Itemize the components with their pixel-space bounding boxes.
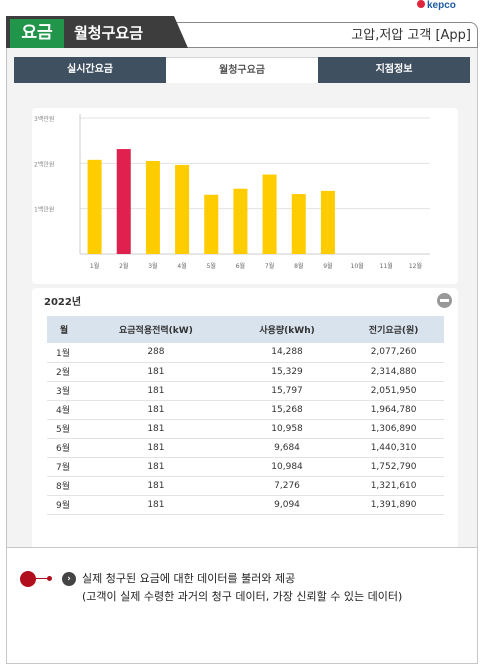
billing-table-card: 2022년 월 요금적용전력(kW) 사용량(kWh) 전기요금(원) 1월 28… [32, 288, 458, 547]
chart-bar [145, 160, 160, 254]
cell-month: 6월 [47, 438, 81, 458]
table-header-row: 월 요금적용전력(kW) 사용량(kWh) 전기요금(원) [47, 316, 444, 343]
x-tick-label: 3월 [148, 262, 157, 270]
chart-bar [320, 190, 335, 254]
cell-power: 181 [81, 476, 231, 496]
cell-charge: 2,051,950 [343, 381, 444, 401]
pointer-arrow-icon [36, 576, 52, 581]
logo-text: kepco [427, 0, 456, 11]
table-row: 7월 181 10,984 1,752,790 [47, 457, 444, 477]
x-tick-label: 9월 [323, 262, 332, 270]
chart-bar [87, 159, 102, 254]
tab-bar: 실시간요금 월청구요금 지점정보 [14, 57, 470, 83]
page-title: 월청구요금 [74, 24, 144, 42]
x-tick-label: 12월 [409, 262, 422, 270]
year-label: 2022년 [44, 297, 82, 308]
tab-realtime[interactable]: 실시간요금 [14, 57, 166, 83]
cell-month: 3월 [47, 381, 81, 401]
chart-bar [233, 188, 248, 254]
kepco-logo: kepco [417, 0, 479, 11]
chart-card: 1백만원 2백만원 3백만원 1월 2월 3월 4월 5월 6월 7월 8월 9월 10월 11월 12월 [32, 108, 458, 284]
cell-power: 181 [81, 362, 231, 382]
x-tick-label: 2월 [119, 262, 128, 270]
cell-usage: 7,276 [230, 476, 344, 496]
pin-icon [20, 571, 36, 587]
customer-type-label: 고압,저압 고객 [App] [351, 28, 471, 43]
col-charge: 전기요금(원) [343, 316, 444, 343]
cell-month: 5월 [47, 419, 81, 439]
table-row: 5월 181 10,958 1,306,890 [47, 419, 444, 439]
app-panel: 실시간요금 월청구요금 지점정보 1백만원 2백만원 3백만원 1월 2월 3월 4월 5월 6… [6, 48, 478, 548]
table-row: 8월 181 7,276 1,321,610 [47, 476, 444, 496]
y-tick-label: 2백만원 [34, 160, 54, 168]
description-box [6, 548, 478, 664]
cell-month: 8월 [47, 476, 81, 496]
chart-bar [291, 194, 306, 254]
x-tick-label: 7월 [265, 262, 274, 270]
cell-power: 181 [81, 457, 231, 477]
table-row: 2월 181 15,329 2,314,880 [47, 362, 444, 382]
table-row: 4월 181 15,268 1,964,780 [47, 400, 444, 420]
tab-monthly[interactable]: 월청구요금 [166, 57, 318, 83]
collapse-icon[interactable] [437, 293, 452, 308]
logo-mark [417, 0, 425, 8]
note-line-1: 실제 청구된 요금에 대한 데이터를 불러와 제공 [82, 572, 296, 585]
y-tick-label: 3백만원 [34, 115, 54, 123]
cell-usage: 15,329 [230, 362, 344, 382]
arrow-circle-icon: › [62, 572, 76, 586]
cell-charge: 2,077,260 [343, 343, 444, 363]
x-tick-label: 8월 [294, 262, 303, 270]
cell-power: 181 [81, 438, 231, 458]
bar-chart: 1백만원 2백만원 3백만원 1월 2월 3월 4월 5월 6월 7월 8월 9월 10월 11월 12월 [34, 114, 430, 270]
table-row: 9월 181 9,094 1,391,890 [47, 495, 444, 515]
x-tick-label: 6월 [236, 262, 245, 270]
billing-table: 월 요금적용전력(kW) 사용량(kWh) 전기요금(원) 1월 288 14,28… [47, 316, 444, 515]
col-power: 요금적용전력(kW) [81, 316, 231, 343]
note-line-2: (고객이 실제 수령한 과거의 청구 데이터, 가장 신뢰할 수 있는 데이터) [82, 590, 403, 603]
y-tick-label: 1백만원 [34, 206, 54, 214]
cell-power: 181 [81, 400, 231, 420]
cell-usage: 9,094 [230, 495, 344, 515]
table-row: 3월 181 15,797 2,051,950 [47, 381, 444, 401]
cell-power: 288 [81, 343, 231, 363]
cell-charge: 1,752,790 [343, 457, 444, 477]
tab-branch[interactable]: 지점정보 [318, 57, 470, 83]
col-usage: 사용량(kWh) [230, 316, 344, 343]
chart-bar [175, 164, 190, 254]
col-month: 월 [47, 316, 81, 343]
cell-usage: 15,268 [230, 400, 344, 420]
x-tick-label: 1월 [90, 262, 99, 270]
x-tick-label: 10월 [351, 262, 364, 270]
cell-month: 9월 [47, 495, 81, 515]
header-badge: 요금 [10, 19, 64, 48]
cell-usage: 14,288 [230, 343, 344, 363]
cell-power: 181 [81, 419, 231, 439]
x-tick-label: 4월 [177, 262, 186, 270]
cell-charge: 1,440,310 [343, 438, 444, 458]
cell-month: 7월 [47, 457, 81, 477]
cell-usage: 10,984 [230, 457, 344, 477]
chart-bar [116, 149, 131, 254]
x-tick-label: 11월 [380, 262, 393, 270]
table-row: 1월 288 14,288 2,077,260 [47, 343, 444, 363]
chart-bar [204, 194, 219, 254]
table-body: 1월 288 14,288 2,077,260 2월 181 15,329 2,314,880… [47, 343, 444, 515]
cell-usage: 10,958 [230, 419, 344, 439]
table-row: 6월 181 9,684 1,440,310 [47, 438, 444, 458]
cell-usage: 15,797 [230, 381, 344, 401]
chart-bar [262, 174, 277, 254]
cell-charge: 2,314,880 [343, 362, 444, 382]
cell-charge: 1,321,610 [343, 476, 444, 496]
cell-power: 181 [81, 495, 231, 515]
cell-month: 1월 [47, 343, 81, 363]
cell-month: 2월 [47, 362, 81, 382]
cell-charge: 1,391,890 [343, 495, 444, 515]
cell-charge: 1,964,780 [343, 400, 444, 420]
cell-power: 181 [81, 381, 231, 401]
cell-month: 4월 [47, 400, 81, 420]
cell-usage: 9,684 [230, 438, 344, 458]
cell-charge: 1,306,890 [343, 419, 444, 439]
page-header: 요금 월청구요금 고압,저압 고객 [App] [6, 12, 478, 48]
x-tick-label: 5월 [207, 262, 216, 270]
